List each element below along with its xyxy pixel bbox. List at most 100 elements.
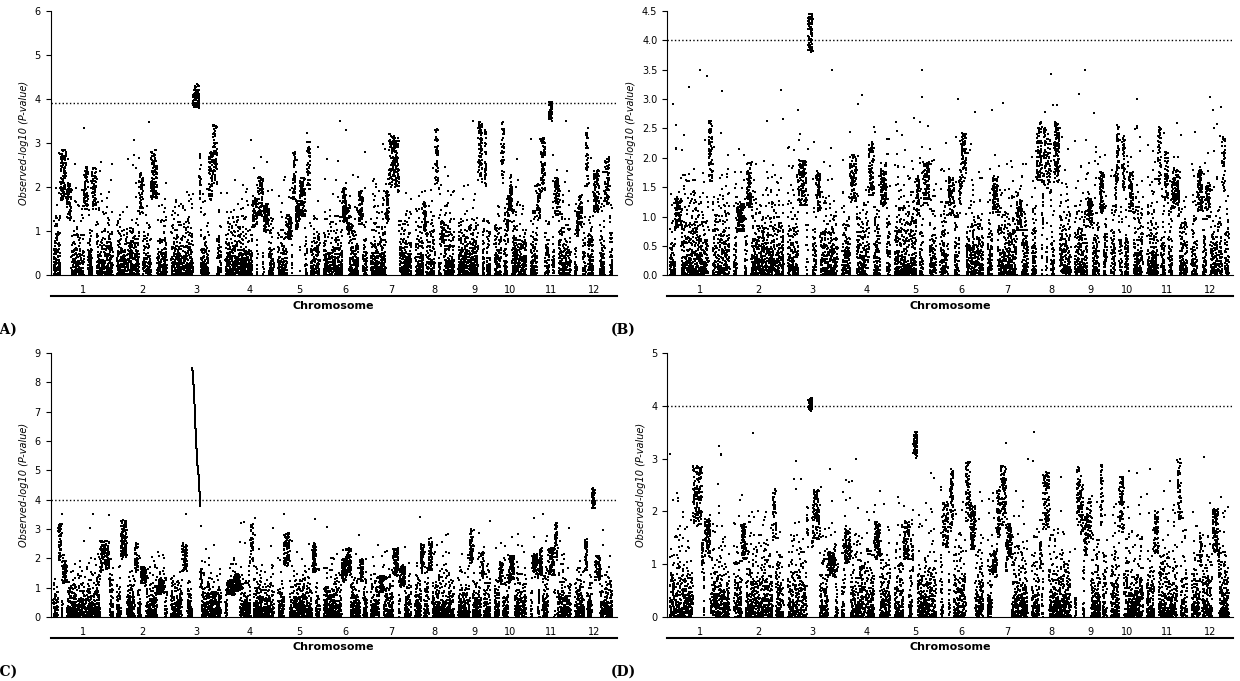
Point [95, 255, 115, 266]
Point [862, 577, 882, 588]
Point [666, 215, 686, 225]
Point [714, 242, 734, 253]
Point [108, 612, 128, 622]
Point [233, 257, 253, 268]
Point [513, 596, 533, 607]
Point [460, 252, 480, 263]
Point [186, 430, 206, 441]
Point [826, 539, 846, 550]
Point [1146, 514, 1166, 525]
Point [224, 262, 244, 273]
Point [686, 486, 706, 497]
Point [551, 536, 570, 547]
Point [965, 518, 985, 528]
Point [1066, 257, 1086, 268]
Point [497, 590, 517, 601]
Point [749, 611, 769, 622]
Point [228, 582, 248, 593]
Point [1107, 160, 1127, 171]
Point [1171, 513, 1190, 524]
Point [131, 564, 151, 575]
Point [1114, 153, 1133, 164]
Point [378, 205, 398, 216]
Point [526, 558, 546, 569]
Point [1009, 565, 1029, 575]
Point [1071, 528, 1091, 539]
Point [1027, 609, 1047, 620]
Point [301, 267, 321, 278]
Point [273, 610, 293, 621]
Point [1049, 611, 1069, 622]
Point [575, 142, 595, 153]
Point [320, 608, 340, 619]
Point [768, 240, 787, 251]
Point [347, 603, 367, 614]
Point [905, 233, 925, 244]
Point [666, 612, 686, 622]
Point [718, 578, 738, 589]
Point [937, 509, 957, 520]
Point [115, 255, 135, 266]
Point [847, 602, 867, 613]
Point [72, 598, 92, 609]
Point [179, 217, 198, 228]
Point [298, 158, 317, 169]
Point [911, 598, 931, 609]
Point [1142, 261, 1162, 272]
Point [1102, 236, 1122, 247]
Point [455, 270, 475, 281]
Point [435, 231, 455, 242]
Point [246, 214, 265, 225]
Point [1157, 607, 1177, 618]
Point [591, 266, 611, 276]
Point [904, 447, 924, 458]
Point [836, 265, 856, 276]
Point [753, 215, 773, 225]
Point [427, 611, 446, 622]
Point [1171, 262, 1190, 273]
Point [588, 556, 608, 567]
Point [66, 582, 86, 592]
Point [836, 554, 856, 565]
Point [841, 607, 861, 618]
Point [362, 268, 382, 279]
Point [379, 601, 399, 612]
Point [1075, 207, 1095, 218]
Point [507, 257, 527, 268]
Point [1009, 544, 1029, 555]
Point [980, 592, 999, 603]
Point [77, 610, 97, 621]
Point [954, 600, 973, 611]
Point [1190, 545, 1210, 556]
Point [95, 558, 115, 569]
Point [760, 605, 780, 616]
Point [960, 479, 980, 490]
Point [463, 552, 482, 563]
Point [175, 255, 195, 266]
Point [280, 611, 300, 622]
Point [1112, 497, 1132, 508]
Point [135, 566, 155, 577]
Point [1211, 267, 1231, 278]
Point [69, 607, 89, 618]
Point [1047, 578, 1066, 589]
Point [284, 599, 304, 609]
Point [1125, 609, 1145, 620]
Point [201, 598, 221, 609]
Point [1163, 612, 1183, 622]
Point [713, 193, 733, 204]
Point [935, 254, 955, 265]
Point [1076, 241, 1096, 252]
Point [293, 210, 312, 221]
Point [693, 539, 713, 550]
Point [590, 565, 610, 575]
Point [1117, 234, 1137, 244]
Point [1079, 196, 1099, 207]
Point [340, 222, 360, 233]
Point [980, 606, 999, 617]
Point [1116, 565, 1136, 576]
Point [391, 573, 410, 584]
Point [942, 481, 962, 492]
Point [377, 193, 397, 204]
Point [572, 190, 591, 201]
